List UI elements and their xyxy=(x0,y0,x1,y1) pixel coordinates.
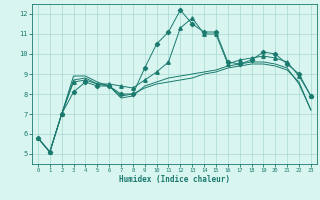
X-axis label: Humidex (Indice chaleur): Humidex (Indice chaleur) xyxy=(119,175,230,184)
